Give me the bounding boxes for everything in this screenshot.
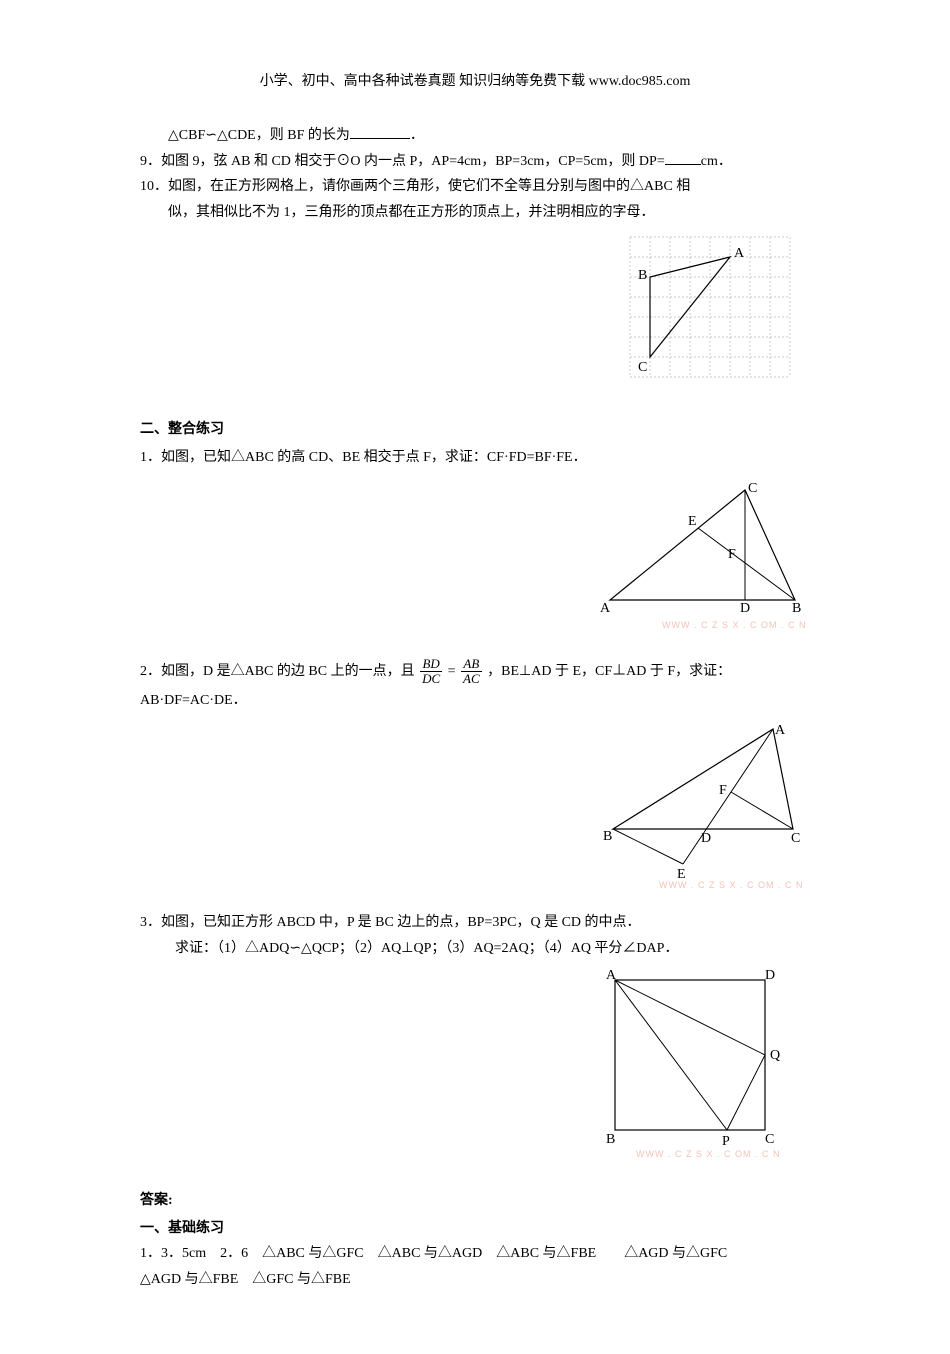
- answers-title: 答案:: [140, 1189, 810, 1213]
- q10-line2: 似，其相似比不为 1，三角形的顶点都在正方形的顶点上，并注明相应的字母．: [140, 201, 810, 225]
- page-header: 小学、初中、高中各种试卷真题 知识归纳等免费下载 www.doc985.com: [140, 70, 810, 94]
- square-figure-wrap: A D B C P Q WWW . C Z S X . C OM . C N: [140, 967, 810, 1171]
- label-A: A: [734, 246, 745, 261]
- q9-text: 9．如图 9，弦 AB 和 CD 相交于⊙O 内一点 P，AP=4cm，BP=3…: [140, 154, 665, 169]
- tri1-F: F: [728, 547, 736, 562]
- tri1-B: B: [792, 601, 801, 616]
- q8-text: △CBF∽△CDE，则 BF 的长为: [168, 128, 350, 143]
- q9-end: cm．: [701, 154, 732, 169]
- q10-line1: 10．如图，在正方形网格上，请你画两个三角形，使它们不全等且分别与图中的△ABC…: [140, 175, 810, 199]
- sq-ap: [615, 980, 727, 1130]
- tri1-C: C: [748, 481, 757, 496]
- label-B: B: [638, 268, 647, 283]
- sq-qp: [727, 1055, 765, 1130]
- tri1-D: D: [740, 601, 750, 616]
- grid-figure-wrap: A B C: [140, 231, 810, 400]
- tri1-be: [698, 528, 795, 600]
- answers-line1: 1．3．5cm 2．6 △ABC 与△GFC △ABC 与△AGD △ABC 与…: [140, 1242, 810, 1266]
- p1-text: 1．如图，已知△ABC 的高 CD、BE 相交于点 F，求证：CF·FD=BF·…: [140, 446, 810, 470]
- tri1-A: A: [600, 601, 611, 616]
- tri2-F: F: [719, 783, 727, 798]
- frac-bd-dc: BD DC: [418, 657, 444, 687]
- square-figure: A D B C P Q WWW . C Z S X . C OM . C N: [590, 967, 810, 1162]
- q8-end: ．: [410, 128, 424, 143]
- sq-Q: Q: [770, 1048, 780, 1063]
- q8-blank: [350, 124, 410, 139]
- sq-B: B: [606, 1132, 615, 1147]
- p3-line1: 3．如图，已知正方形 ABCD 中，P 是 BC 边上的点，BP=3PC，Q 是…: [140, 911, 810, 935]
- frac2-num: AB: [461, 657, 482, 672]
- frac2-den: AC: [461, 672, 482, 686]
- section2-title: 二、整合练习: [140, 418, 810, 442]
- triangle1-figure: C A B D E F WWW . C Z S X . C OM . C N: [590, 475, 810, 630]
- tri2-B: B: [603, 829, 612, 844]
- equals-sign: =: [448, 664, 456, 679]
- sq-D: D: [765, 968, 775, 983]
- p2a-text: 2．如图，D 是△ABC 的边 BC 上的一点，且: [140, 664, 415, 679]
- triangle2-figure-wrap: A B C D E F WWW . C Z S X . C OM . C N: [140, 719, 810, 898]
- q9-line: 9．如图 9，弦 AB 和 CD 相交于⊙O 内一点 P，AP=4cm，BP=3…: [140, 150, 810, 174]
- frac1-num: BD: [420, 657, 442, 672]
- grid-lines: [630, 237, 790, 377]
- sq-outline: [615, 980, 765, 1130]
- triangle1-figure-wrap: C A B D E F WWW . C Z S X . C OM . C N: [140, 475, 810, 639]
- tri2-be: [613, 829, 683, 864]
- tri2-ad-ext: [683, 729, 773, 864]
- sq-aq: [615, 980, 765, 1055]
- p2-line1: 2．如图，D 是△ABC 的边 BC 上的一点，且 BD DC = AB AC …: [140, 657, 810, 687]
- answers-line2: △AGD 与△FBE △GFC 与△FBE: [140, 1268, 810, 1292]
- tri2-C: C: [791, 831, 800, 846]
- q8-continuation: △CBF∽△CDE，则 BF 的长为 ．: [140, 124, 810, 148]
- p2b-text: ，BE⊥AD 于 E，CF⊥AD 于 F，求证：: [487, 664, 731, 679]
- grid-figure: A B C: [620, 231, 810, 391]
- tri2-D: D: [701, 831, 711, 846]
- sq-P: P: [722, 1134, 730, 1149]
- tri2-outline: [613, 729, 793, 829]
- p3-line2: 求证：（1）△ADQ∽△QCP；（2）AQ⊥QP；（3）AQ=2AQ；（4）AQ…: [140, 937, 810, 961]
- triangle2-figure: A B C D E F WWW . C Z S X . C OM . C N: [595, 719, 810, 889]
- tri1-outline: [610, 490, 795, 600]
- frac-ab-ac: AB AC: [459, 657, 484, 687]
- tri2-A: A: [775, 723, 786, 738]
- sq-A: A: [606, 968, 617, 983]
- tri1-E: E: [688, 514, 697, 529]
- q9-blank: [665, 150, 701, 165]
- frac1-den: DC: [420, 672, 442, 686]
- p2-line2: AB·DF=AC·DE．: [140, 689, 810, 713]
- tri2-cf: [731, 792, 793, 829]
- label-C: C: [638, 360, 647, 375]
- sq-C: C: [765, 1132, 774, 1147]
- sq-watermark: WWW . C Z S X . C OM . C N: [636, 1149, 781, 1159]
- tri2-watermark: WWW . C Z S X . C OM . C N: [659, 880, 804, 889]
- answers-sec1-title: 一、基础练习: [140, 1217, 810, 1241]
- tri1-watermark: WWW . C Z S X . C OM . C N: [662, 620, 807, 630]
